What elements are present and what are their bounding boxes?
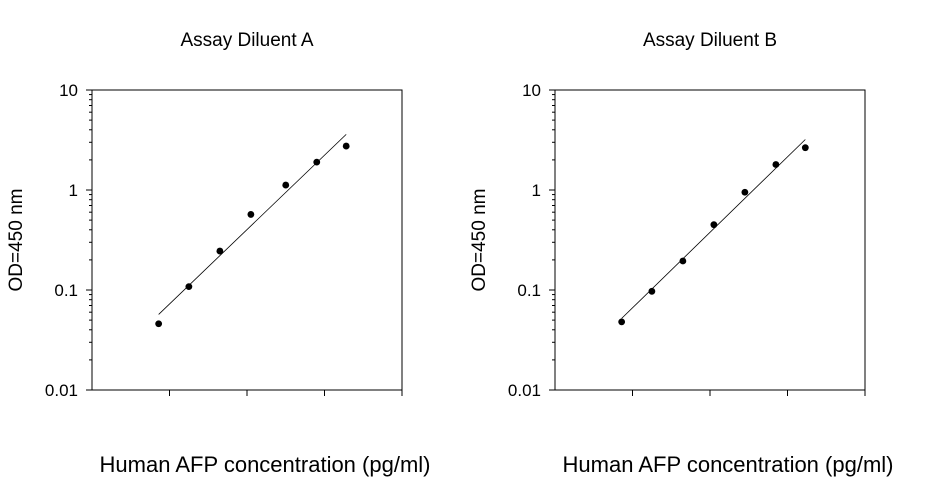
y-tick-label: 10 [522,81,541,100]
y-tick-label: 0.1 [54,281,78,300]
data-point [185,283,193,291]
plot-frame [554,89,866,391]
data-point [282,181,290,189]
data-point [648,287,656,295]
data-point [618,318,626,326]
data-point [216,247,224,255]
y-tick-label: 0.01 [508,381,541,400]
data-point [342,142,350,150]
chart-title: Assay Diluent B [643,30,777,51]
chart-panel-2: Assay Diluent B 0.01 0.1 1 10 OD=450 nm Human … [469,30,893,477]
y-axis-label: OD=450 nm [469,189,490,292]
data-point [247,211,255,218]
x-axis-label: Human AFP concentration (pg/ml) [563,452,894,477]
data-point [679,257,687,265]
y-tick-label: 1 [532,181,541,200]
y-tick-label: 10 [59,81,78,100]
data-point [710,221,718,229]
x-axis-label: Human AFP concentration (pg/ml) [100,452,431,477]
y-axis-label: OD=450 nm [6,189,27,292]
data-point [155,320,163,328]
data-point [801,144,809,152]
data-point [313,158,321,166]
chart-title: Assay Diluent A [180,30,313,51]
data-point [772,161,780,168]
y-tick-label: 0.1 [517,281,541,300]
data-point [741,188,749,196]
y-tick-label: 0.01 [45,381,78,400]
y-tick-label: 1 [69,181,78,200]
chart-panel-1: Assay Diluent A 0.01 0.1 1 10 OD=450 nm Human … [6,30,430,477]
plot-frame [91,89,403,391]
